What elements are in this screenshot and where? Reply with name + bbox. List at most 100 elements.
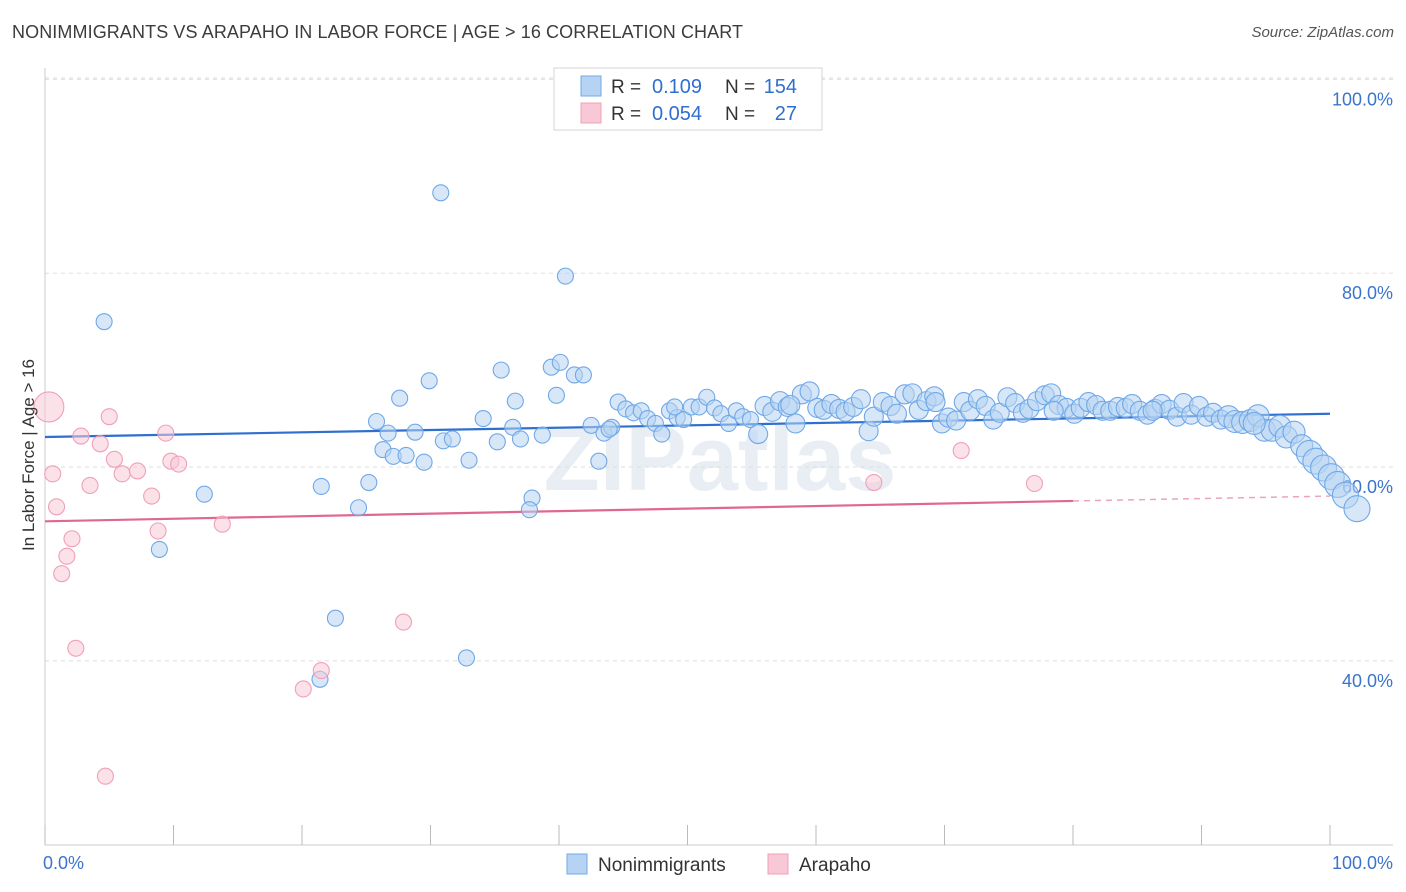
legend-r-label: R = bbox=[611, 77, 641, 98]
bottom-legend-swatch-0 bbox=[566, 853, 588, 875]
arapaho-point bbox=[128, 462, 147, 480]
bottom-legend-swatch-1 bbox=[767, 853, 789, 875]
trend-line-dashed-1 bbox=[1072, 495, 1331, 502]
arapaho-point bbox=[294, 680, 312, 698]
x-tick-label-min: 0.0% bbox=[43, 853, 84, 873]
legend-r-label: R = bbox=[611, 104, 641, 125]
nonimmigrants-point bbox=[799, 381, 820, 402]
nonimmigrants-point bbox=[360, 473, 378, 492]
nonimmigrants-point bbox=[415, 453, 433, 471]
nonimmigrants-point bbox=[675, 410, 693, 429]
nonimmigrants-point bbox=[349, 499, 368, 517]
arapaho-point bbox=[865, 473, 883, 492]
legend-top: R = 0.109 N = 154 R = 0.054 N = 27 bbox=[553, 67, 823, 131]
bottom-legend-label-1: Arapaho bbox=[799, 855, 871, 876]
nonimmigrants-point bbox=[946, 410, 967, 431]
nonimmigrants-point bbox=[457, 649, 476, 667]
nonimmigrants-point bbox=[195, 485, 213, 503]
arapaho-point bbox=[91, 435, 109, 453]
arapaho-point bbox=[63, 530, 81, 548]
nonimmigrants-point bbox=[520, 501, 538, 519]
legend-r-value: 0.054 bbox=[652, 103, 702, 125]
points-layer bbox=[33, 184, 1371, 785]
nonimmigrants-point bbox=[785, 413, 806, 434]
arapaho-point bbox=[312, 662, 330, 680]
nonimmigrants-point bbox=[1142, 400, 1163, 421]
nonimmigrants-point bbox=[1242, 411, 1266, 435]
y-tick-label: 40.0% bbox=[1342, 671, 1393, 691]
nonimmigrants-point bbox=[379, 424, 397, 442]
arapaho-point bbox=[105, 450, 123, 468]
nonimmigrants-point bbox=[326, 609, 344, 627]
nonimmigrants-point bbox=[741, 410, 760, 429]
arapaho-point bbox=[394, 613, 413, 631]
y-tick-label: 80.0% bbox=[1342, 283, 1393, 303]
nonimmigrants-point bbox=[850, 389, 872, 410]
arapaho-point bbox=[44, 465, 62, 483]
nonimmigrants-point bbox=[556, 267, 574, 285]
nonimmigrants-point bbox=[533, 426, 551, 444]
nonimmigrants-point bbox=[506, 392, 524, 410]
nonimmigrants-point bbox=[406, 423, 424, 441]
nonimmigrants-point bbox=[748, 424, 769, 445]
nonimmigrants-point bbox=[432, 184, 450, 202]
nonimmigrants-point bbox=[590, 452, 608, 470]
arapaho-point bbox=[100, 408, 118, 426]
nonimmigrants-point bbox=[1043, 400, 1064, 421]
legend-n-label: N = bbox=[725, 77, 755, 98]
bottom-legend-label-0: Nonimmigrants bbox=[598, 855, 726, 876]
arapaho-point bbox=[72, 427, 90, 445]
nonimmigrants-point bbox=[150, 540, 168, 558]
arapaho-point bbox=[48, 498, 66, 516]
arapaho-point bbox=[53, 565, 71, 583]
legend-r-value: 0.109 bbox=[652, 76, 702, 98]
nonimmigrants-point bbox=[780, 394, 801, 416]
y-axis-label: In Labor Force | Age > 16 bbox=[19, 359, 38, 551]
nonimmigrants-point bbox=[886, 403, 908, 424]
arapaho-point bbox=[81, 476, 99, 495]
axis-layer: 40.0%60.0%80.0%100.0%0.0% 100.0% bbox=[43, 68, 1393, 873]
arapaho-point bbox=[113, 465, 131, 483]
nonimmigrants-point bbox=[460, 451, 478, 469]
nonimmigrants-point bbox=[666, 398, 684, 416]
arapaho-point bbox=[170, 455, 188, 473]
arapaho-point bbox=[1025, 474, 1043, 493]
nonimmigrants-point bbox=[488, 433, 506, 451]
x-tick-label-max: 100.0% bbox=[1332, 853, 1393, 873]
nonimmigrants-point bbox=[582, 416, 600, 434]
nonimmigrants-point bbox=[547, 386, 565, 404]
nonimmigrants-point bbox=[574, 366, 592, 384]
nonimmigrants-point bbox=[551, 353, 569, 371]
nonimmigrants-point bbox=[312, 477, 330, 495]
nonimmigrants-point bbox=[863, 406, 884, 427]
nonimmigrants-point bbox=[653, 425, 671, 443]
nonimmigrants-point bbox=[511, 430, 530, 448]
arapaho-point bbox=[143, 487, 161, 505]
legend-swatch-0 bbox=[580, 75, 602, 97]
legend-n-value: 154 bbox=[764, 76, 797, 98]
nonimmigrants-point bbox=[1343, 495, 1371, 523]
nonimmigrants-point bbox=[474, 410, 492, 428]
arapaho-point bbox=[952, 442, 970, 460]
legend-n-label: N = bbox=[725, 104, 755, 125]
trend-line-1 bbox=[44, 499, 1074, 523]
legend-n-value: 27 bbox=[775, 103, 797, 125]
arapaho-point bbox=[58, 547, 76, 565]
nonimmigrants-point bbox=[925, 392, 946, 413]
nonimmigrants-point bbox=[720, 414, 738, 432]
arapaho-point bbox=[149, 522, 167, 540]
nonimmigrants-point bbox=[397, 446, 415, 464]
legend-swatch-1 bbox=[580, 102, 602, 124]
chart-source: Source: ZipAtlas.com bbox=[1251, 24, 1394, 41]
arapaho-point bbox=[96, 767, 114, 785]
arapaho-point bbox=[157, 424, 175, 442]
arapaho-point bbox=[33, 391, 65, 423]
chart-title: NONIMMIGRANTS VS ARAPAHO IN LABOR FORCE … bbox=[12, 22, 744, 42]
nonimmigrants-point bbox=[443, 430, 461, 448]
legend-bottom: Nonimmigrants Arapaho bbox=[566, 853, 871, 876]
nonimmigrants-point bbox=[367, 412, 386, 431]
y-tick-label: 100.0% bbox=[1332, 89, 1393, 109]
nonimmigrants-point bbox=[391, 389, 409, 407]
